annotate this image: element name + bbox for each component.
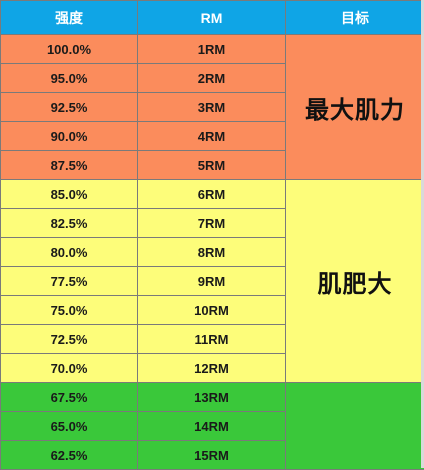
- rm-cell: 8RM: [138, 238, 286, 267]
- intensity-cell: 72.5%: [1, 325, 138, 354]
- goal-cell-strength: 最大肌力: [286, 35, 424, 180]
- intensity-cell: 95.0%: [1, 64, 138, 93]
- intensity-cell: 85.0%: [1, 180, 138, 209]
- rm-cell: 5RM: [138, 151, 286, 180]
- rm-cell: 2RM: [138, 64, 286, 93]
- goal-cell-third: [286, 383, 424, 470]
- header-goal: 目标: [286, 1, 424, 35]
- intensity-cell: 100.0%: [1, 35, 138, 64]
- rm-cell: 15RM: [138, 441, 286, 470]
- rm-cell: 7RM: [138, 209, 286, 238]
- rm-cell: 9RM: [138, 267, 286, 296]
- goal-cell-hypertrophy: 肌肥大: [286, 180, 424, 383]
- rm-cell: 11RM: [138, 325, 286, 354]
- table-row: 67.5% 13RM: [1, 383, 424, 412]
- intensity-cell: 67.5%: [1, 383, 138, 412]
- header-intensity: 强度: [1, 1, 138, 35]
- intensity-cell: 65.0%: [1, 412, 138, 441]
- header-rm: RM: [138, 1, 286, 35]
- table-row: 100.0% 1RM 最大肌力: [1, 35, 424, 64]
- rm-cell: 13RM: [138, 383, 286, 412]
- intensity-cell: 87.5%: [1, 151, 138, 180]
- rm-cell: 1RM: [138, 35, 286, 64]
- intensity-cell: 80.0%: [1, 238, 138, 267]
- intensity-cell: 92.5%: [1, 93, 138, 122]
- rm-cell: 12RM: [138, 354, 286, 383]
- rm-cell: 4RM: [138, 122, 286, 151]
- rm-cell: 14RM: [138, 412, 286, 441]
- intensity-cell: 90.0%: [1, 122, 138, 151]
- intensity-cell: 82.5%: [1, 209, 138, 238]
- rm-cell: 6RM: [138, 180, 286, 209]
- intensity-cell: 77.5%: [1, 267, 138, 296]
- intensity-cell: 62.5%: [1, 441, 138, 470]
- header-row: 强度 RM 目标: [1, 1, 424, 35]
- rm-cell: 3RM: [138, 93, 286, 122]
- intensity-cell: 70.0%: [1, 354, 138, 383]
- rm-cell: 10RM: [138, 296, 286, 325]
- table-row: 85.0% 6RM 肌肥大: [1, 180, 424, 209]
- intensity-cell: 75.0%: [1, 296, 138, 325]
